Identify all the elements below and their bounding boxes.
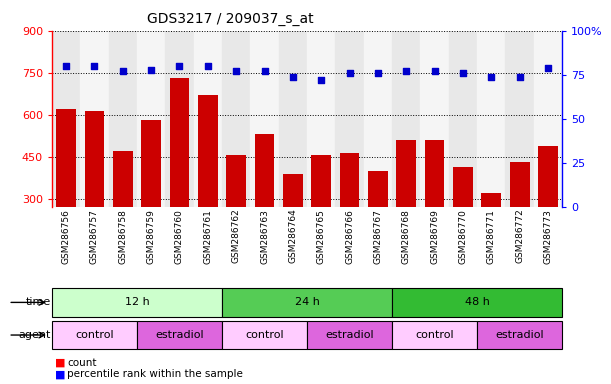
- Bar: [448, 31, 477, 207]
- Text: estradiol: estradiol: [325, 330, 374, 340]
- Bar: [84, 111, 104, 283]
- Point: [486, 74, 496, 80]
- Bar: [307, 31, 335, 207]
- Bar: [283, 174, 303, 283]
- Bar: [226, 156, 246, 283]
- Bar: [56, 109, 76, 283]
- Bar: [392, 321, 477, 349]
- Text: ■: ■: [55, 358, 65, 368]
- Bar: [534, 31, 562, 207]
- Point: [373, 70, 382, 76]
- Point: [260, 68, 269, 74]
- Bar: [311, 156, 331, 283]
- Bar: [113, 151, 133, 283]
- Text: 12 h: 12 h: [125, 297, 149, 308]
- Text: percentile rank within the sample: percentile rank within the sample: [67, 369, 243, 379]
- Text: control: control: [245, 330, 284, 340]
- Bar: [166, 31, 194, 207]
- Bar: [477, 31, 505, 207]
- Point: [118, 68, 128, 74]
- Bar: [255, 134, 274, 283]
- Bar: [141, 121, 161, 283]
- Bar: [222, 288, 392, 317]
- Bar: [477, 321, 562, 349]
- Text: count: count: [67, 358, 97, 368]
- Bar: [52, 31, 80, 207]
- Point: [458, 70, 468, 76]
- Bar: [364, 31, 392, 207]
- Point: [401, 68, 411, 74]
- Point: [90, 63, 100, 69]
- Point: [146, 66, 156, 73]
- Bar: [397, 140, 416, 283]
- Point: [232, 68, 241, 74]
- Point: [61, 63, 71, 69]
- Bar: [453, 167, 473, 283]
- Bar: [340, 153, 359, 283]
- Bar: [222, 31, 251, 207]
- Bar: [505, 31, 534, 207]
- Text: estradiol: estradiol: [496, 330, 544, 340]
- Text: GDS3217 / 209037_s_at: GDS3217 / 209037_s_at: [147, 12, 314, 25]
- Text: 24 h: 24 h: [295, 297, 320, 308]
- Bar: [251, 31, 279, 207]
- Point: [514, 74, 524, 80]
- Bar: [194, 31, 222, 207]
- Bar: [80, 31, 109, 207]
- Point: [288, 74, 298, 80]
- Bar: [510, 162, 530, 283]
- Text: control: control: [75, 330, 114, 340]
- Text: agent: agent: [18, 330, 51, 340]
- Bar: [335, 31, 364, 207]
- Bar: [222, 321, 307, 349]
- Point: [430, 68, 439, 74]
- Point: [543, 65, 553, 71]
- Text: estradiol: estradiol: [155, 330, 204, 340]
- Bar: [307, 321, 392, 349]
- Bar: [425, 140, 444, 283]
- Text: control: control: [415, 330, 454, 340]
- Bar: [538, 146, 558, 283]
- Bar: [137, 31, 166, 207]
- Bar: [392, 288, 562, 317]
- Bar: [420, 31, 448, 207]
- Point: [345, 70, 354, 76]
- Bar: [368, 171, 388, 283]
- Bar: [481, 193, 501, 283]
- Point: [316, 77, 326, 83]
- Bar: [109, 31, 137, 207]
- Bar: [279, 31, 307, 207]
- Text: 48 h: 48 h: [464, 297, 489, 308]
- Bar: [137, 321, 222, 349]
- Bar: [52, 321, 137, 349]
- Bar: [392, 31, 420, 207]
- Bar: [198, 95, 218, 283]
- Text: ■: ■: [55, 369, 65, 379]
- Point: [175, 63, 185, 69]
- Bar: [170, 78, 189, 283]
- Text: time: time: [26, 297, 51, 308]
- Bar: [52, 288, 222, 317]
- Point: [203, 63, 213, 69]
